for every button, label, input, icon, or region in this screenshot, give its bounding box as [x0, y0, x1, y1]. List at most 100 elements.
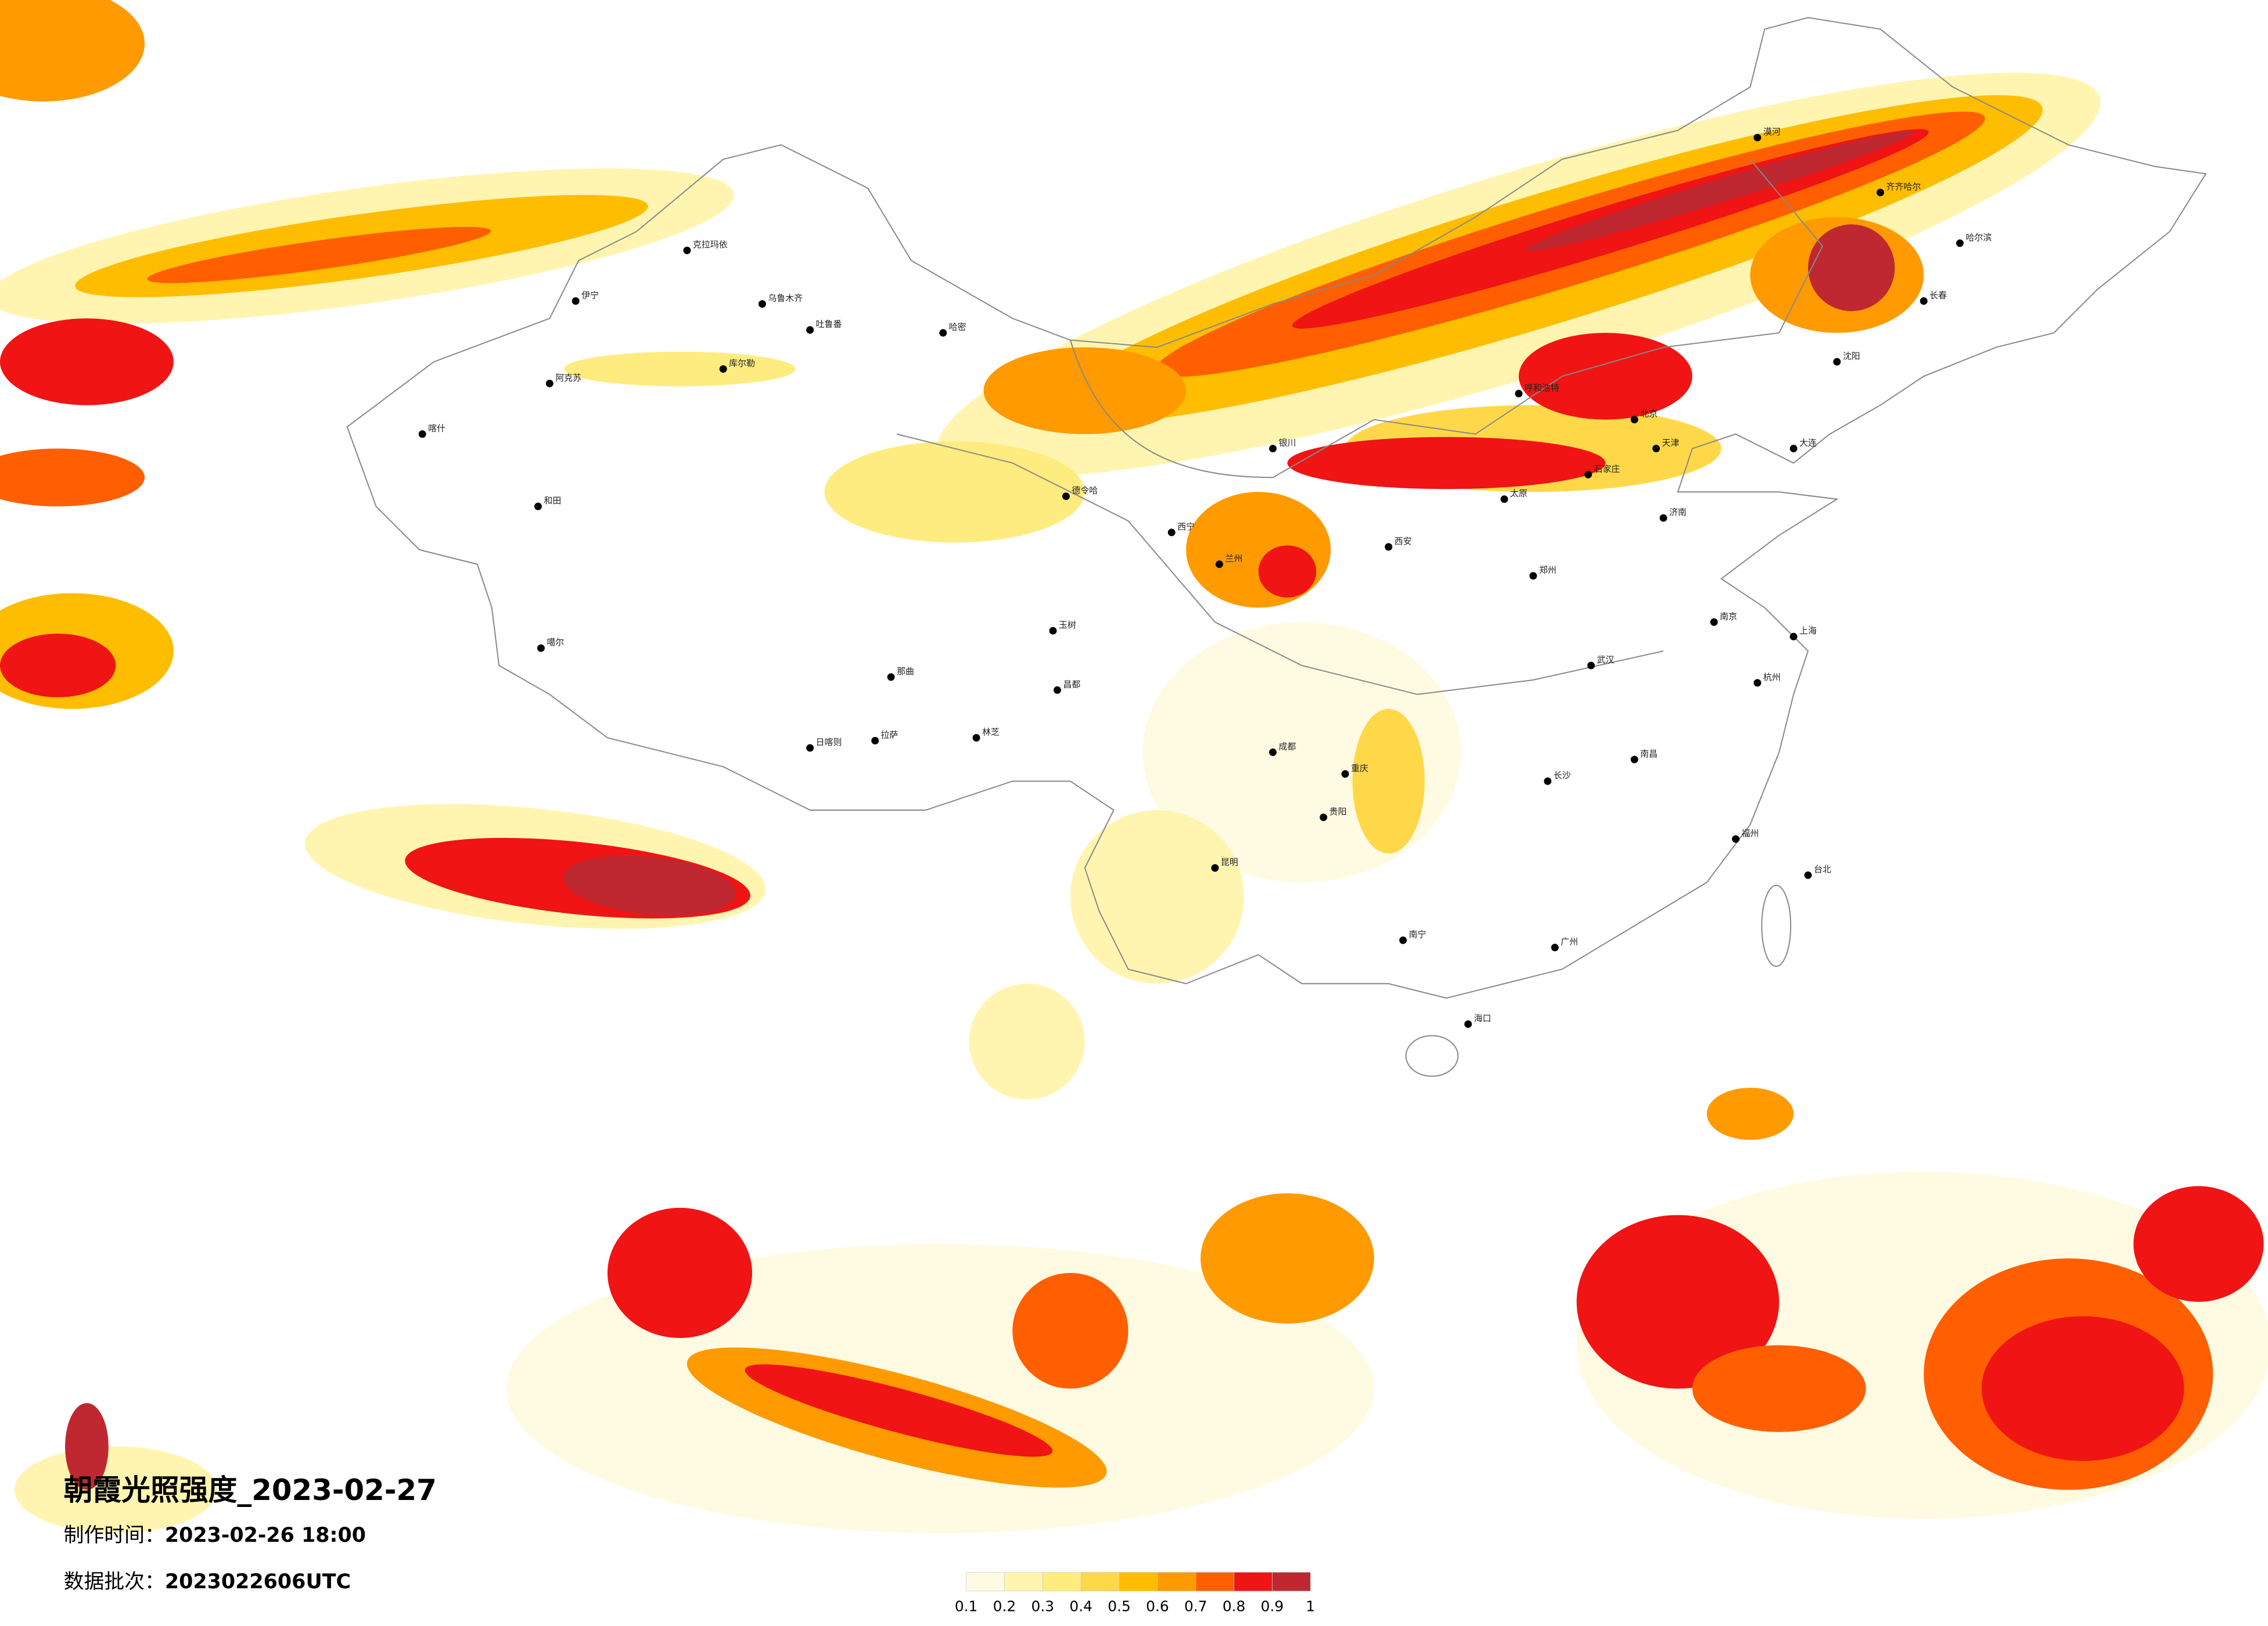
colorbar-cell: [1080, 1572, 1120, 1592]
city-label: 哈密: [949, 322, 966, 332]
city-label: 库尔勒: [729, 358, 755, 368]
made-time: 制作时间：2023-02-26 18:00: [64, 1524, 366, 1547]
city-dot: [1659, 514, 1667, 522]
batch-value: 2023022606UTC: [165, 1570, 351, 1593]
city-label: 上海: [1799, 625, 1817, 636]
city-label: 拉萨: [881, 729, 898, 740]
city-dot: [1269, 748, 1277, 756]
colorbar-cell: [966, 1572, 1005, 1592]
city-dot: [1167, 528, 1176, 537]
colorbar-tick-label: 0.3: [1031, 1598, 1055, 1615]
city-label: 成都: [1279, 741, 1296, 751]
city-label: 重庆: [1351, 763, 1368, 774]
city-label: 和田: [544, 495, 561, 506]
city-dot: [1920, 297, 1928, 305]
city-label: 阿克苏: [555, 372, 581, 383]
city-label: 沈阳: [1843, 351, 1860, 361]
city-label: 齐齐哈尔: [1886, 182, 1921, 192]
city-label: 西安: [1394, 536, 1412, 546]
city-dot: [1385, 543, 1393, 551]
city-label: 济南: [1669, 507, 1687, 517]
city-dot: [1544, 777, 1552, 785]
map-title: 朝霞光照强度_2023-02-27: [64, 1473, 437, 1507]
city-label: 大连: [1799, 437, 1817, 448]
city-dot: [1269, 444, 1277, 452]
colorbar-tick-label: 0.8: [1223, 1598, 1246, 1615]
city-label: 石家庄: [1594, 463, 1620, 474]
colorbar: 0.1 0.2 0.3 0.4 0.5 0.6 0.7 0.8 0.9 1: [955, 1572, 1315, 1615]
city-dot: [1956, 239, 1964, 247]
city-dot: [1710, 618, 1718, 626]
city-label: 太原: [1510, 488, 1527, 499]
city-dot: [1211, 864, 1219, 872]
city-label: 日喀则: [816, 737, 842, 747]
city-label: 南宁: [1409, 929, 1426, 940]
city-dot: [1500, 495, 1508, 503]
city-label: 吐鲁番: [816, 319, 842, 329]
city-label: 台北: [1814, 864, 1831, 875]
city-label: 银川: [1279, 437, 1296, 448]
city-label: 郑州: [1539, 565, 1557, 575]
city-label: 天津: [1662, 437, 1680, 448]
city-dot: [1049, 627, 1057, 635]
colorbar-tick-label: 0.9: [1261, 1598, 1284, 1615]
city-dot: [418, 430, 426, 438]
colorbar-cell: [1234, 1572, 1273, 1592]
city-label: 漠河: [1763, 127, 1781, 137]
country-outline: [346, 17, 2207, 1077]
city-label: 南京: [1720, 611, 1737, 621]
city-label: 福州: [1741, 828, 1759, 839]
city-label: 广州: [1561, 937, 1578, 947]
colorbar-cell: [1272, 1572, 1311, 1592]
city-dot: [806, 326, 814, 334]
city-dot: [1515, 390, 1523, 398]
colorbar-cell: [1004, 1572, 1043, 1592]
city-dot: [1399, 936, 1407, 944]
city-dot: [1789, 632, 1798, 641]
city-label: 西宁: [1177, 521, 1195, 532]
city-dot: [972, 734, 980, 742]
city-label: 长沙: [1554, 770, 1571, 780]
city-dot: [537, 644, 545, 652]
city-dot: [1877, 189, 1885, 197]
city-dot: [806, 744, 814, 752]
city-label: 乌鲁木齐: [768, 293, 803, 303]
colorbar-tick-label: 1: [1306, 1598, 1315, 1615]
city-dot: [758, 300, 766, 308]
colorbar-tick-label: 0.6: [1146, 1598, 1169, 1615]
city-label: 北京: [1640, 409, 1658, 419]
city-label: 昆明: [1221, 857, 1238, 868]
city-dot: [1804, 871, 1812, 879]
city-dot: [1630, 756, 1638, 764]
city-label: 兰州: [1225, 553, 1242, 564]
city-dot: [1062, 492, 1070, 501]
city-dot: [1054, 686, 1061, 694]
city-dot: [887, 673, 895, 681]
city-dot: [1753, 134, 1762, 142]
city-label: 伊宁: [581, 290, 599, 300]
city-label: 喀什: [428, 423, 445, 434]
city-dot: [1551, 944, 1559, 952]
city-label: 昌都: [1063, 679, 1080, 689]
city-label: 克拉玛依: [693, 239, 728, 250]
colorbar-tick-label: 0.5: [1108, 1598, 1131, 1615]
city-label: 哈尔滨: [1965, 232, 1992, 243]
city-dot: [1833, 358, 1841, 366]
city-label: 杭州: [1763, 672, 1781, 682]
batch-label: 数据批次：: [64, 1570, 165, 1593]
colorbar-cell: [1119, 1572, 1158, 1592]
city-dot: [1587, 661, 1595, 670]
city-label: 那曲: [897, 666, 914, 677]
city-label: 长春: [1929, 290, 1947, 300]
city-dot: [683, 246, 691, 254]
made-label: 制作时间：: [64, 1524, 165, 1547]
colorbar-cell: [1195, 1572, 1234, 1592]
city-dot: [1320, 813, 1328, 821]
colorbar-cell: [1157, 1572, 1196, 1592]
colorbar-tick-label: 0.1: [955, 1598, 978, 1615]
colorbar-cell: [1042, 1572, 1081, 1592]
city-dot: [719, 365, 727, 373]
city-dot: [1584, 470, 1592, 479]
city-dot: [572, 297, 580, 305]
city-label: 武汉: [1597, 654, 1614, 665]
